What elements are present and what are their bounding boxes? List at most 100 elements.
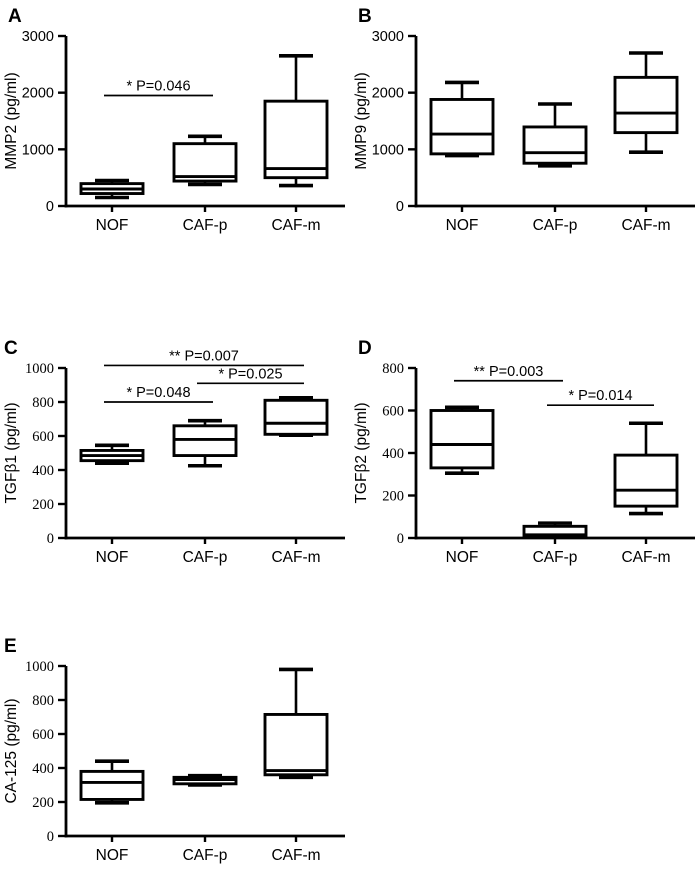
box-CAF-p	[522, 521, 588, 539]
box-CAF-p	[172, 418, 238, 468]
y-axis-label: TGFβ1 (pg/ml)	[3, 402, 20, 503]
box-NOF	[429, 405, 495, 475]
category-label: NOF	[96, 847, 129, 864]
y-axis-title: CA-125 (pg/ml)	[3, 698, 20, 803]
panel-c-letter: C	[4, 338, 18, 359]
y-tick-label: 2000	[372, 86, 404, 102]
y-tick-label: 800	[382, 361, 404, 377]
y-tick-label: 400	[32, 463, 54, 479]
category-label: CAF-m	[621, 549, 670, 566]
axes: 0 200 400 600 800 1000 NOF CAF-p CAF-m	[25, 659, 345, 864]
boxplot-tgfb1: 0 200 400 600 800 1000 NOF CAF-p CAF-m TGFβ1 (pg/…	[3, 348, 345, 566]
category-label: CAF-m	[621, 217, 670, 234]
y-tick-label: 1000	[372, 142, 404, 158]
y-axis-title: TGFβ1 (pg/ml)	[3, 402, 20, 503]
y-tick-label: 800	[32, 395, 54, 411]
box-CAF-m	[613, 421, 679, 516]
significance-label: * P=0.014	[568, 388, 632, 404]
boxplot-mmp2: 0 1000 2000 3000 NOF CAF-p CAF-m MMP2 (pg/ml) * …	[3, 29, 345, 234]
box-CAF-m	[263, 395, 329, 437]
category-label: CAF-p	[183, 217, 228, 234]
box-CAF-p	[172, 773, 238, 787]
y-axis-title: MMP9 (pg/ml)	[353, 72, 370, 169]
y-tick-label: 1000	[22, 142, 54, 158]
y-axis-title: MMP2 (pg/ml)	[3, 72, 20, 169]
boxplot-ca125: 0 200 400 600 800 1000 NOF CAF-p CAF-m CA-125 (pg…	[3, 659, 345, 864]
iqr-box	[429, 98, 495, 156]
significance-NOF-CAF-m: ** P=0.007	[104, 348, 304, 367]
panel-b-letter: B	[358, 6, 372, 27]
category-label: NOF	[446, 549, 479, 566]
y-tick-label: 200	[382, 489, 404, 505]
boxplot-mmp9: 0 1000 2000 3000 NOF CAF-p CAF-m MMP9 (pg/ml)	[353, 29, 695, 234]
significance-NOF-CAF-p: * P=0.048	[104, 385, 213, 403]
significance-label: ** P=0.007	[169, 348, 239, 364]
significance-CAF-p-CAF-m: * P=0.025	[197, 366, 304, 385]
significance-label: * P=0.048	[126, 385, 190, 401]
iqr-box	[613, 453, 679, 508]
y-axis-label: TGFβ2 (pg/ml)	[353, 402, 370, 503]
iqr-box	[263, 398, 329, 436]
panel-c: C 0 200 400 600 800 1000 NOF CAF-p CAF-m TGFβ1 (p…	[0, 338, 350, 588]
significance-label: ** P=0.003	[474, 364, 544, 380]
category-label: CAF-p	[183, 847, 228, 864]
y-axis-label: MMP9 (pg/ml)	[353, 72, 370, 169]
y-tick-label: 200	[32, 795, 54, 811]
category-label: NOF	[96, 217, 129, 234]
y-axis-label: CA-125 (pg/ml)	[3, 698, 20, 803]
box-NOF	[429, 80, 495, 158]
panel-a-letter: A	[8, 6, 22, 27]
category-label: NOF	[446, 217, 479, 234]
y-tick-label: 400	[32, 761, 54, 777]
panel-d-letter: D	[358, 338, 372, 359]
boxplot-tgfb2: 0 200 400 600 800 NOF CAF-p CAF-m TGFβ2 (pg/ml) *…	[353, 361, 695, 566]
y-axis-title: TGFβ2 (pg/ml)	[353, 402, 370, 503]
y-tick-label: 0	[396, 199, 404, 215]
y-tick-label: 600	[382, 404, 404, 420]
category-label: CAF-m	[271, 847, 320, 864]
iqr-box	[263, 712, 329, 777]
category-label: CAF-p	[533, 217, 578, 234]
y-tick-label: 0	[46, 199, 54, 215]
y-tick-label: 400	[382, 446, 404, 462]
axes: 0 200 400 600 800 1000 NOF CAF-p CAF-m	[25, 361, 345, 566]
iqr-box	[172, 142, 238, 183]
box-NOF	[79, 443, 145, 465]
axes: 0 1000 2000 3000 NOF CAF-p CAF-m	[372, 29, 695, 234]
panel-a: A 0 1000 2000 3000 NOF CAF-p CAF-m MMP2 (pg/ml)…	[0, 6, 350, 256]
category-label: CAF-m	[271, 217, 320, 234]
panel-e-letter: E	[4, 636, 17, 657]
y-axis-label: MMP2 (pg/ml)	[3, 72, 20, 169]
y-tick-label: 3000	[22, 29, 54, 45]
significance-label: * P=0.025	[218, 366, 282, 382]
iqr-box	[429, 409, 495, 470]
box-CAF-m	[263, 54, 329, 188]
significance-CAF-p-CAF-m: * P=0.014	[547, 388, 654, 407]
box-CAF-p	[172, 134, 238, 187]
box-CAF-m	[263, 667, 329, 780]
iqr-box	[263, 99, 329, 180]
y-tick-label: 3000	[372, 29, 404, 45]
iqr-box	[79, 769, 145, 801]
significance-NOF-CAF-p: ** P=0.003	[454, 364, 563, 382]
box-CAF-m	[613, 51, 679, 154]
category-label: CAF-m	[271, 549, 320, 566]
axes: 0 200 400 600 800 NOF CAF-p CAF-m	[382, 361, 695, 566]
y-tick-label: 600	[32, 429, 54, 445]
category-label: NOF	[96, 549, 129, 566]
y-tick-label: 2000	[22, 86, 54, 102]
significance-NOF-CAF-p: * P=0.046	[104, 79, 213, 97]
y-tick-label: 1000	[25, 361, 54, 377]
y-tick-label: 0	[47, 531, 54, 547]
axes: 0 1000 2000 3000 NOF CAF-p CAF-m	[22, 29, 345, 234]
category-label: CAF-p	[183, 549, 228, 566]
box-NOF	[79, 178, 145, 200]
box-NOF	[79, 759, 145, 805]
panel-e: E 0 200 400 600 800 1000 NOF CAF-p CAF-m CA-125 (…	[0, 636, 350, 886]
iqr-box	[613, 75, 679, 135]
y-tick-label: 0	[47, 829, 54, 845]
y-tick-label: 200	[32, 497, 54, 513]
y-tick-label: 600	[32, 727, 54, 743]
significance-label: * P=0.046	[126, 79, 190, 95]
